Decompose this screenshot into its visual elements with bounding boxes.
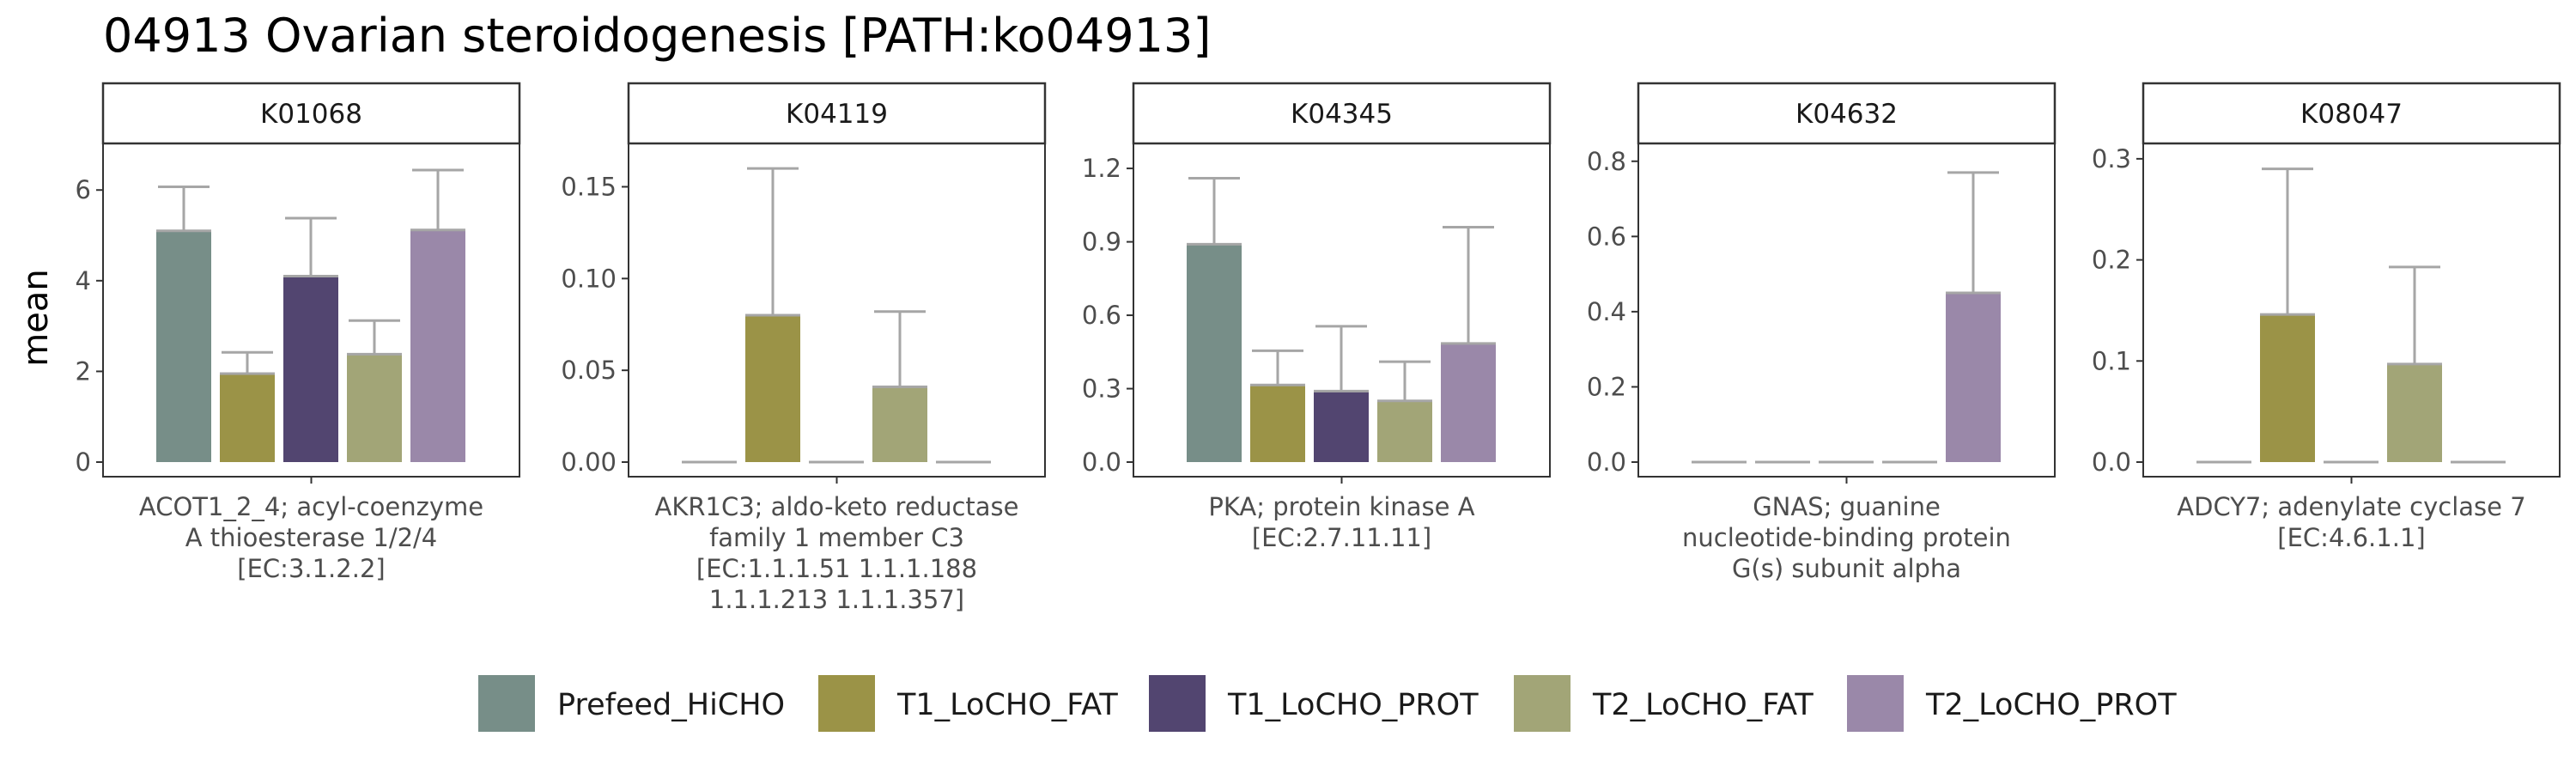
bar-T1_LoCHO_FAT bbox=[745, 315, 800, 462]
y-tick-label: 0.8 bbox=[1587, 147, 1626, 176]
bar-T1_LoCHO_PROT bbox=[1314, 391, 1369, 462]
panel-K04119: K04119 0.00 0.05 0.10 0.15 AKR1C3; aldo-keto … bbox=[561, 82, 1047, 614]
legend-label: Prefeed_HiCHO bbox=[557, 688, 785, 722]
bar-T1_LoCHO_PROT bbox=[283, 276, 338, 462]
y-tick-label: 0.0 bbox=[2092, 447, 2131, 477]
y-tick-label: 0.0 bbox=[1082, 447, 1121, 477]
x-tick-label: ACOT1_2_4; acyl-coenzyme bbox=[139, 492, 483, 521]
legend: Prefeed_HiCHO T1_LoCHO_FAT T1_LoCHO_PROT T2… bbox=[478, 675, 2177, 732]
x-tick-label: AKR1C3; aldo-keto reductase bbox=[654, 492, 1018, 521]
bar-Prefeed_HiCHO bbox=[156, 230, 211, 462]
chart-title: 04913 Ovarian steroidogenesis [PATH:ko04… bbox=[103, 9, 1211, 63]
y-tick-label: 0.00 bbox=[561, 447, 617, 477]
bar-T2_LoCHO_FAT bbox=[347, 354, 402, 462]
x-tick-label: family 1 member C3 bbox=[709, 523, 964, 552]
x-tick-label: nucleotide-binding protein bbox=[1682, 523, 2011, 552]
legend-label: T2_LoCHO_PROT bbox=[1925, 688, 2177, 722]
y-tick-label: 1.2 bbox=[1082, 154, 1121, 183]
strip-label: K04119 bbox=[786, 99, 888, 130]
x-tick-label: 1.1.1.213 1.1.1.357] bbox=[709, 585, 964, 614]
legend-item-T1_LoCHO_PROT: T1_LoCHO_PROT bbox=[1149, 675, 1479, 732]
y-axis-label: mean bbox=[16, 269, 56, 366]
bar-T2_LoCHO_PROT bbox=[410, 229, 465, 462]
y-tick-label: 0.9 bbox=[1082, 228, 1121, 257]
legend-item-T2_LoCHO_PROT: T2_LoCHO_PROT bbox=[1847, 675, 2177, 732]
legend-swatch bbox=[1847, 675, 1904, 732]
panel-border bbox=[2142, 143, 2561, 478]
panel-K04345: K04345 0.0 0.3 0.6 0.9 1.2 PKA; protein kinase… bbox=[1082, 82, 1552, 552]
x-tick-label: PKA; protein kinase A bbox=[1208, 492, 1474, 521]
legend-label: T2_LoCHO_FAT bbox=[1592, 688, 1814, 722]
y-tick-label: 0.3 bbox=[2092, 144, 2131, 173]
bar-T1_LoCHO_FAT bbox=[1250, 385, 1305, 462]
legend-label: T1_LoCHO_PROT bbox=[1227, 688, 1479, 722]
y-tick-label: 0.05 bbox=[561, 356, 617, 385]
y-tick-label: 0.0 bbox=[1587, 447, 1626, 477]
bar-T2_LoCHO_PROT bbox=[1441, 343, 1496, 462]
strip-label: K04345 bbox=[1291, 99, 1393, 130]
y-tick-label: 0.3 bbox=[1082, 374, 1121, 404]
bar-T1_LoCHO_FAT bbox=[220, 374, 275, 462]
strip-label: K01068 bbox=[260, 99, 362, 130]
y-tick-label: 0.2 bbox=[1587, 372, 1626, 401]
panel-K08047: K08047 0.0 0.1 0.2 0.3 ADCY7; adenylate cycla… bbox=[2092, 82, 2561, 552]
legend-swatch bbox=[818, 675, 875, 732]
legend-item-T1_LoCHO_FAT: T1_LoCHO_FAT bbox=[818, 675, 1118, 732]
x-tick-label: [EC:1.1.1.51 1.1.1.188 bbox=[696, 554, 977, 583]
y-tick-label: 0.6 bbox=[1082, 301, 1121, 330]
bar-T2_LoCHO_FAT bbox=[2387, 363, 2442, 462]
bar-T2_LoCHO_PROT bbox=[1946, 292, 2001, 462]
y-tick-label: 0 bbox=[76, 447, 91, 477]
y-tick-label: 0.4 bbox=[1587, 297, 1626, 326]
x-tick-label: GNAS; guanine bbox=[1753, 492, 1941, 521]
strip-label: K08047 bbox=[2300, 99, 2403, 130]
legend-item-Prefeed_HiCHO: Prefeed_HiCHO bbox=[478, 675, 785, 732]
y-tick-label: 2 bbox=[76, 356, 91, 386]
bar-Prefeed_HiCHO bbox=[1187, 244, 1242, 462]
x-tick-label: A thioesterase 1/2/4 bbox=[185, 523, 438, 552]
bar-T1_LoCHO_FAT bbox=[2260, 314, 2315, 462]
y-tick-label: 6 bbox=[76, 175, 91, 204]
y-tick-label: 0.2 bbox=[2092, 246, 2131, 275]
legend-swatch bbox=[1149, 675, 1206, 732]
x-tick-label: ADCY7; adenylate cyclase 7 bbox=[2177, 492, 2525, 521]
y-tick-label: 0.6 bbox=[1587, 222, 1626, 251]
strip-box bbox=[1132, 82, 1552, 145]
x-tick-label: [EC:4.6.1.1] bbox=[2277, 523, 2425, 552]
y-tick-label: 0.1 bbox=[2092, 346, 2131, 375]
bar-T2_LoCHO_FAT bbox=[872, 386, 927, 462]
y-tick-label: 0.10 bbox=[561, 264, 617, 293]
y-tick-label: 0.15 bbox=[561, 172, 617, 201]
legend-label: T1_LoCHO_FAT bbox=[896, 688, 1118, 722]
strip-label: K04632 bbox=[1795, 99, 1898, 130]
legend-swatch bbox=[478, 675, 535, 732]
bar-T2_LoCHO_FAT bbox=[1377, 400, 1432, 462]
strip-box bbox=[101, 82, 521, 145]
legend-swatch bbox=[1514, 675, 1571, 732]
panel-K04632: K04632 0.0 0.2 0.4 0.6 0.8 GNAS; guaninenucleo… bbox=[1587, 82, 2057, 583]
x-tick-label: [EC:2.7.11.11] bbox=[1252, 523, 1431, 552]
strip-box bbox=[1637, 82, 2057, 145]
x-tick-label: G(s) subunit alpha bbox=[1732, 554, 1961, 583]
y-tick-label: 4 bbox=[76, 266, 91, 295]
x-tick-label: [EC:3.1.2.2] bbox=[237, 554, 385, 583]
legend-item-T2_LoCHO_FAT: T2_LoCHO_FAT bbox=[1514, 675, 1814, 732]
panel-border bbox=[628, 143, 1046, 478]
strip-box bbox=[627, 82, 1047, 145]
